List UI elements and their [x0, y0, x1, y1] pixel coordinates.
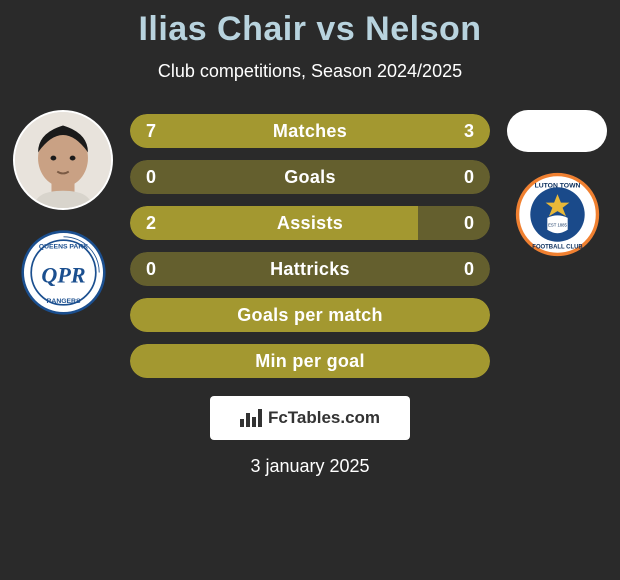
content-row: QUEENS PARK RANGERS QPR 73Matches 00Goals…	[0, 106, 620, 378]
player-left-club-badge: QUEENS PARK RANGERS QPR	[21, 230, 106, 315]
fctables-watermark: FcTables.com	[210, 396, 410, 440]
comparison-card: Ilias Chair vs Nelson Club competitions,…	[0, 0, 620, 580]
left-player-column: QUEENS PARK RANGERS QPR	[8, 106, 118, 315]
stat-row: Min per goal	[130, 344, 490, 378]
player-right-avatar	[507, 110, 607, 152]
player-left-face-icon	[15, 112, 111, 208]
stat-row: 20Assists	[130, 206, 490, 240]
page-title: Ilias Chair vs Nelson	[0, 10, 620, 49]
stat-label: Goals	[130, 160, 490, 194]
subtitle: Club competitions, Season 2024/2025	[0, 61, 620, 82]
stat-label: Min per goal	[130, 344, 490, 378]
stat-row: 73Matches	[130, 114, 490, 148]
svg-text:LUTON TOWN: LUTON TOWN	[534, 182, 580, 189]
stat-row: 00Goals	[130, 160, 490, 194]
bar-chart-icon	[240, 409, 262, 427]
svg-text:QUEENS PARK: QUEENS PARK	[38, 244, 87, 251]
svg-text:QPR: QPR	[41, 263, 85, 288]
svg-text:EST 1885: EST 1885	[548, 222, 567, 227]
stat-bars: 73Matches 00Goals 20Assists 00Hattricks Goal…	[118, 106, 502, 378]
svg-text:FOOTBALL CLUB: FOOTBALL CLUB	[532, 245, 583, 251]
qpr-badge-icon: QUEENS PARK RANGERS QPR	[21, 230, 106, 315]
stat-label: Assists	[130, 206, 490, 240]
luton-badge-icon: LUTON TOWN FOOTBALL CLUB EST 1885	[515, 172, 600, 257]
stat-label: Matches	[130, 114, 490, 148]
date-label: 3 january 2025	[0, 456, 620, 477]
svg-text:RANGERS: RANGERS	[46, 298, 80, 305]
fctables-label: FcTables.com	[268, 408, 380, 428]
player-left-avatar	[13, 110, 113, 210]
right-player-column: LUTON TOWN FOOTBALL CLUB EST 1885	[502, 106, 612, 257]
stat-row: 00Hattricks	[130, 252, 490, 286]
player-right-club-badge: LUTON TOWN FOOTBALL CLUB EST 1885	[515, 172, 600, 257]
stat-row: Goals per match	[130, 298, 490, 332]
stat-label: Hattricks	[130, 252, 490, 286]
stat-label: Goals per match	[130, 298, 490, 332]
